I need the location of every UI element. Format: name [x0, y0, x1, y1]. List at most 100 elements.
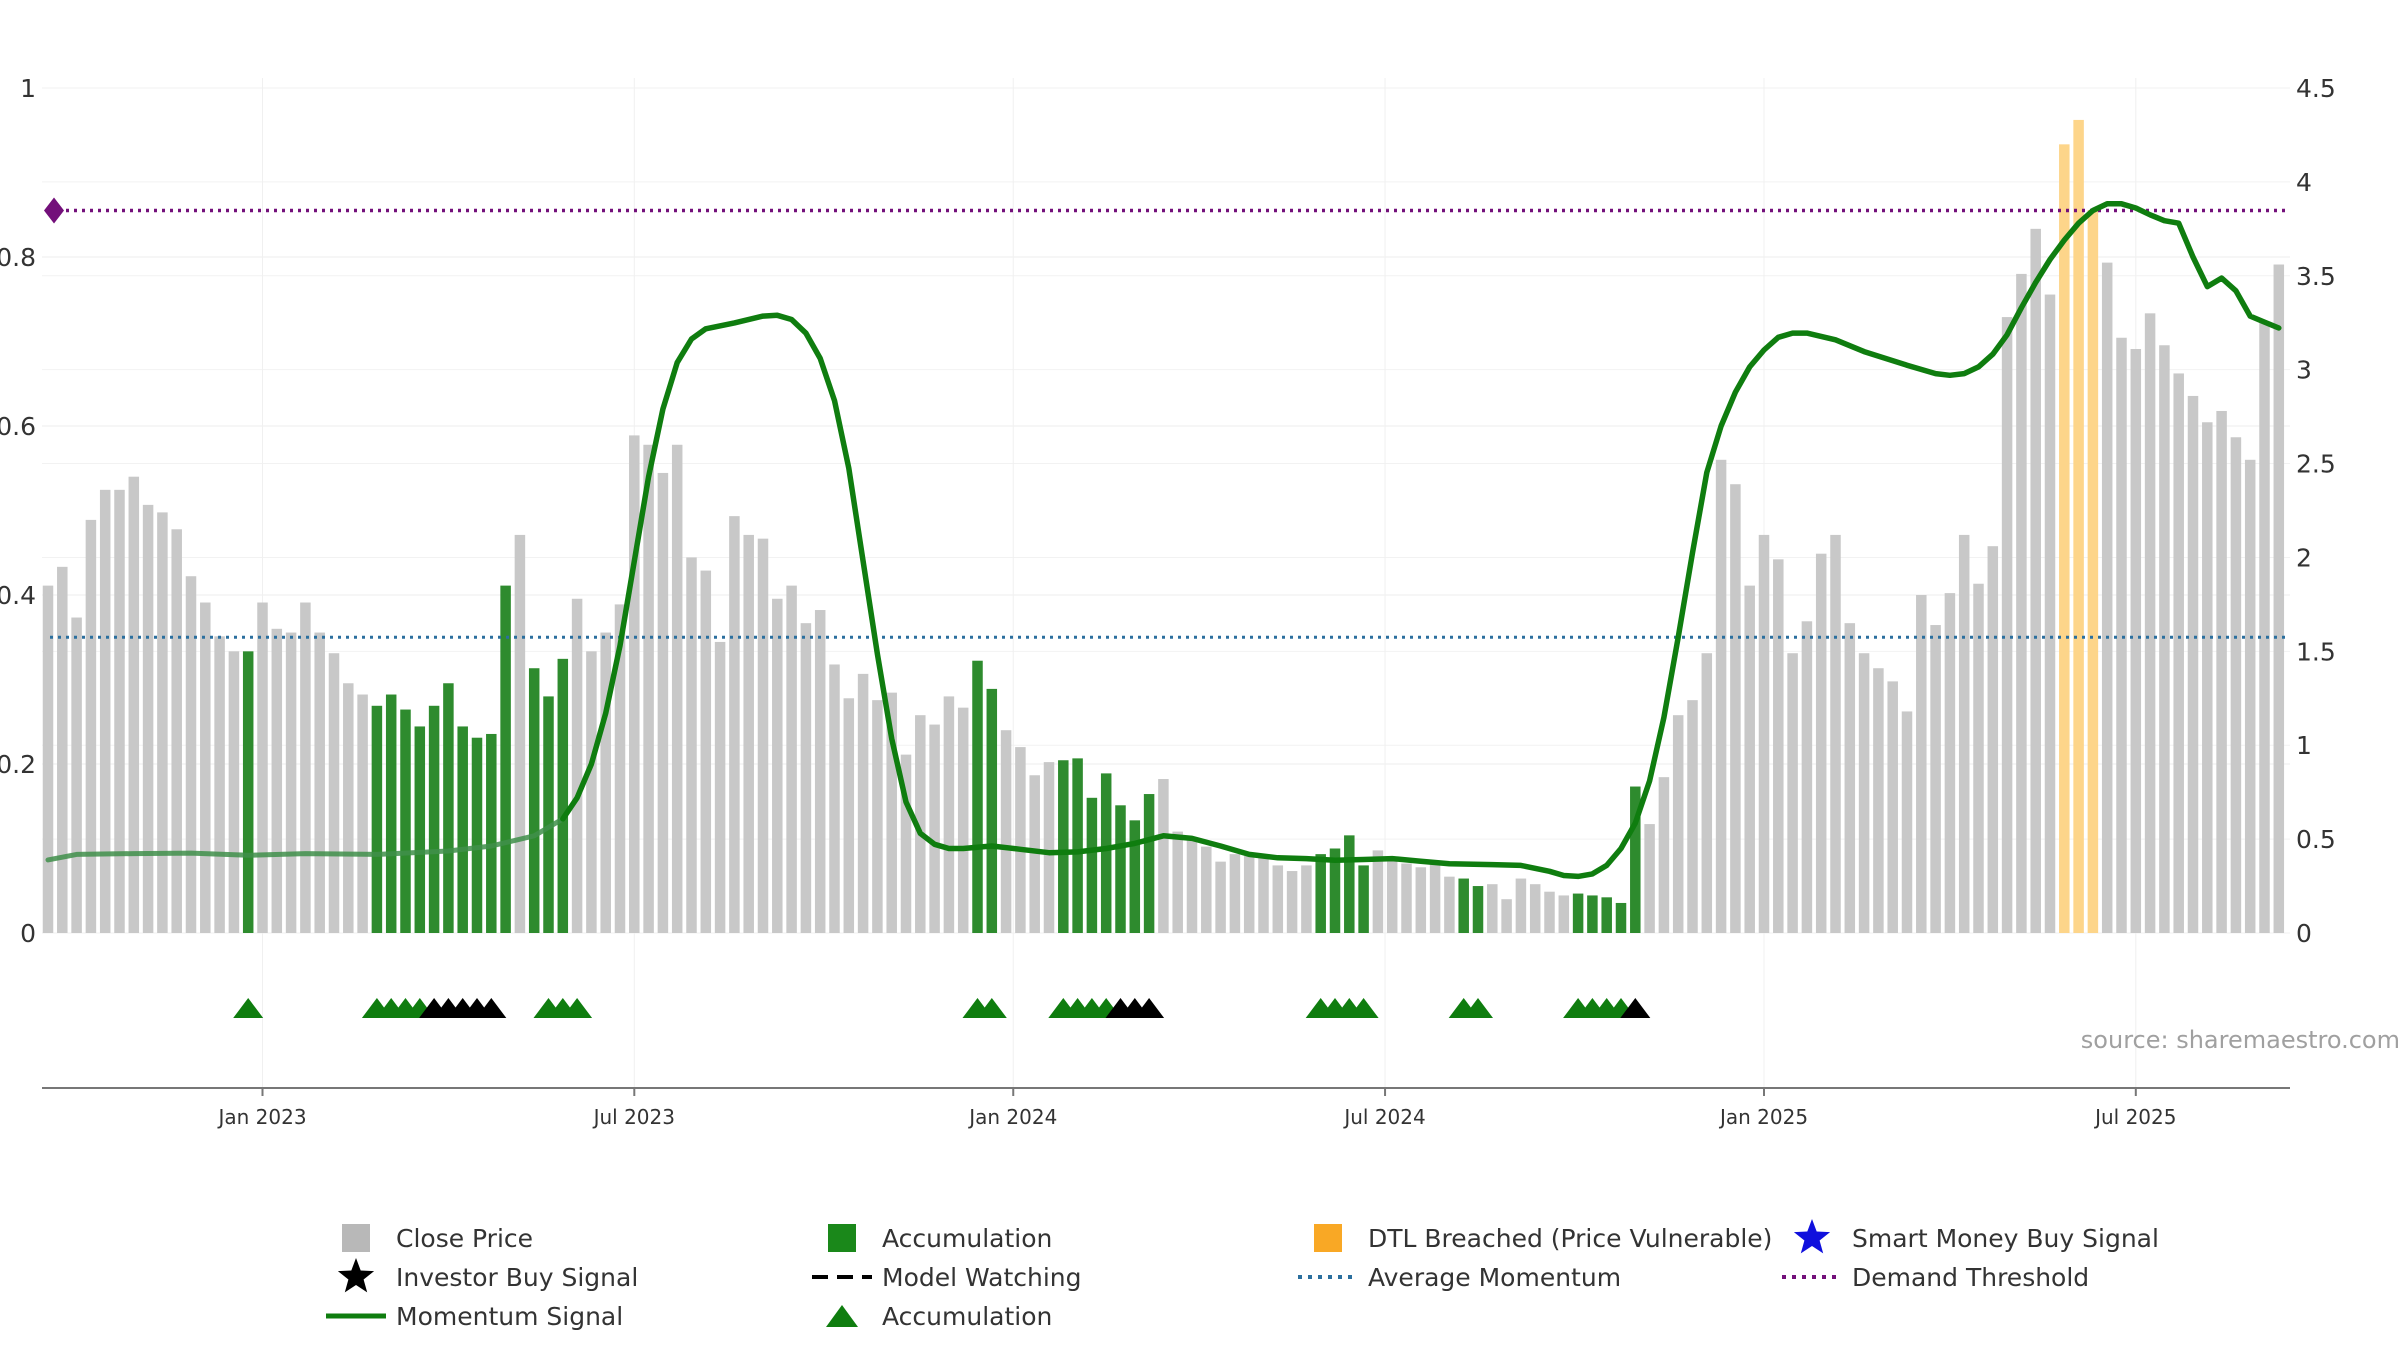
price-bar — [1944, 593, 1956, 933]
price-bar — [1801, 621, 1813, 933]
legend-swatch-accumulation — [828, 1224, 856, 1252]
legend-label: Accumulation — [882, 1302, 1052, 1331]
price-bar — [1544, 891, 1555, 933]
price-bar — [2144, 313, 2156, 933]
accumulation-bar — [1358, 865, 1369, 933]
price-bar — [1372, 850, 1384, 933]
price-bar — [2030, 228, 2041, 934]
reference-lines — [44, 197, 2290, 880]
price-bar — [1558, 895, 1570, 933]
price-bar — [1429, 863, 1441, 933]
right-tick-label: 3.5 — [2296, 262, 2336, 291]
price-bar — [1386, 857, 1398, 933]
investor-buy-marker — [1134, 998, 1165, 1018]
accumulation-bar — [528, 668, 540, 933]
price-bar — [99, 489, 111, 933]
left-tick-label: 0.8 — [0, 243, 36, 272]
accumulation-bar — [1129, 820, 1141, 933]
price-bar — [700, 570, 712, 933]
price-bar — [1958, 534, 1970, 933]
price-bar — [2101, 262, 2113, 934]
price-bar — [786, 585, 797, 933]
price-bar — [929, 724, 940, 933]
right-tick-label: 1.5 — [2296, 637, 2336, 666]
price-bar — [829, 664, 840, 933]
price-bars — [42, 119, 2285, 934]
price-bar — [1715, 459, 1727, 933]
price-bar — [300, 602, 311, 933]
price-bar — [2001, 317, 2013, 934]
left-tick-label: 0.6 — [0, 412, 36, 441]
price-bar — [857, 673, 869, 933]
price-bar — [1701, 653, 1713, 933]
price-bar — [586, 651, 597, 933]
accumulation-triangle — [1348, 998, 1379, 1018]
price-bar — [214, 636, 225, 933]
price-bar — [843, 698, 855, 933]
legend-label: Investor Buy Signal — [396, 1263, 638, 1292]
price-bar — [943, 696, 955, 933]
price-bar — [1215, 861, 1226, 933]
price-bar — [2173, 373, 2184, 933]
right-tick-label: 2.5 — [2296, 450, 2336, 479]
dtl-breached-bar — [2087, 210, 2099, 934]
price-bar — [571, 598, 583, 933]
x-tick-label: Jul 2025 — [2093, 1105, 2176, 1129]
price-bar — [2216, 410, 2227, 933]
price-bar — [1229, 854, 1241, 933]
accumulation-bar — [385, 694, 397, 933]
price-bar — [714, 641, 726, 933]
right-y-axis: 0 0.5 1 1.5 2 2.5 3 3.5 4 4.5 — [2296, 74, 2336, 948]
price-bar — [314, 632, 325, 933]
price-bar — [1000, 730, 1012, 933]
accumulation-bar — [1329, 848, 1341, 933]
price-bar — [800, 623, 812, 933]
price-bar — [686, 557, 697, 933]
grid-lines — [42, 78, 2290, 1088]
left-tick-label: 0.4 — [0, 581, 36, 610]
price-bar — [2116, 337, 2127, 933]
price-bar — [1186, 839, 1198, 933]
price-bar — [915, 715, 926, 933]
accumulation-bar — [1587, 895, 1598, 933]
price-bar — [814, 610, 826, 933]
price-bar — [757, 538, 769, 933]
accumulation-triangle — [976, 998, 1007, 1018]
price-bar — [171, 529, 182, 933]
price-bar — [1158, 779, 1169, 933]
price-bar — [1258, 857, 1269, 933]
price-bar — [1444, 876, 1455, 933]
price-bar — [1043, 762, 1055, 933]
price-bar — [200, 602, 211, 933]
price-bar — [1844, 623, 1856, 933]
legend-swatch-close-price — [342, 1224, 370, 1252]
dtl-breached-bar — [2059, 144, 2070, 934]
x-tick-label: Jul 2023 — [592, 1105, 675, 1129]
price-bar — [228, 651, 240, 933]
price-bar — [900, 754, 912, 933]
accumulation-bar — [1115, 805, 1126, 933]
price-bar — [743, 534, 754, 933]
price-bar — [1515, 878, 1527, 933]
accumulation-bar — [471, 737, 483, 933]
accumulation-bar — [986, 688, 998, 933]
price-bar — [1487, 884, 1498, 933]
price-bar — [2230, 437, 2242, 933]
momentum-signal-line — [560, 201, 2282, 880]
accumulation-bar — [1315, 854, 1326, 933]
price-bar — [1787, 653, 1798, 933]
price-bar — [1973, 583, 1984, 933]
price-bar — [1930, 625, 1941, 933]
price-bar — [1401, 863, 1412, 933]
price-bar — [1286, 871, 1298, 933]
price-bar — [2016, 273, 2027, 933]
price-bar — [1687, 700, 1698, 933]
accumulation-bar — [1100, 773, 1112, 933]
right-tick-label: 4 — [2296, 168, 2312, 197]
right-tick-label: 0.5 — [2296, 825, 2336, 854]
price-bar — [2244, 459, 2256, 933]
price-bar — [772, 598, 783, 933]
legend-label: Smart Money Buy Signal — [1852, 1224, 2159, 1253]
price-bar — [1301, 865, 1312, 933]
